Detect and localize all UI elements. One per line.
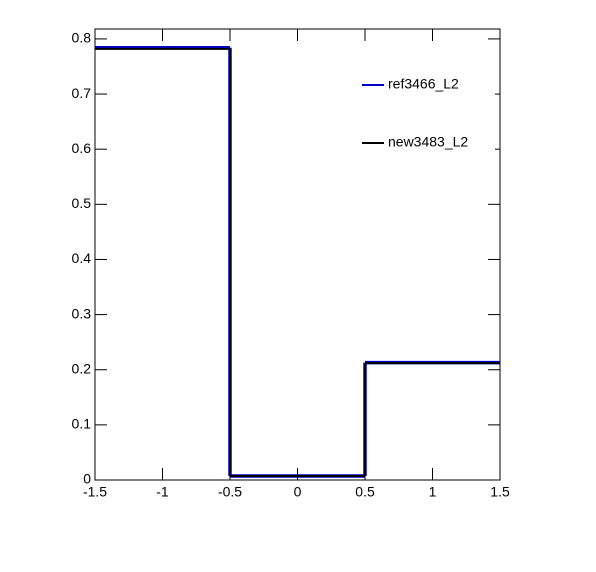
- y-tick-label: 0.2: [72, 360, 92, 376]
- y-tick-label: 0.8: [72, 30, 92, 46]
- x-tick-label: -1: [156, 484, 169, 500]
- y-tick-label: 0: [83, 471, 91, 487]
- x-tick-label: 1.5: [490, 484, 510, 500]
- y-tick-label: 0.6: [72, 140, 92, 156]
- x-tick-label: -0.5: [218, 484, 242, 500]
- x-tick-label: 0: [294, 484, 302, 500]
- legend-box: [355, 62, 495, 170]
- y-tick-label: 0.3: [72, 305, 92, 321]
- x-tick-label: -1.5: [83, 484, 107, 500]
- legend-label: new3483_L2: [388, 134, 468, 150]
- y-tick-label: 0.1: [72, 416, 92, 432]
- y-tick-label: 0.7: [72, 85, 92, 101]
- x-tick-label: 1: [429, 484, 437, 500]
- y-tick-label: 0.5: [72, 195, 92, 211]
- x-tick-label: 0.5: [355, 484, 375, 500]
- y-tick-label: 0.4: [72, 250, 92, 266]
- legend-label: ref3466_L2: [388, 76, 459, 92]
